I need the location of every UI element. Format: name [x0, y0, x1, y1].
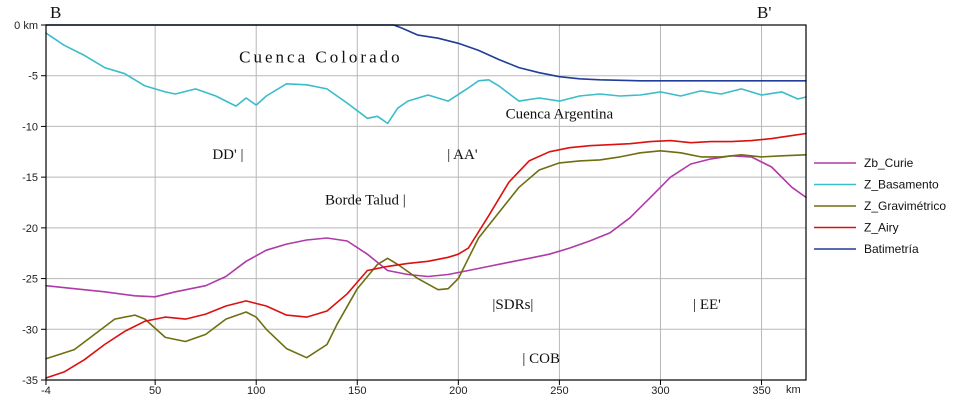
- y-tick-label: 0 km: [14, 20, 38, 32]
- y-tick-label: -15: [22, 172, 38, 184]
- annotation-label: Borde Talud |: [325, 193, 406, 209]
- legend-label: Z_Gravimétrico: [864, 199, 946, 213]
- legend-label: Z_Airy: [864, 221, 899, 235]
- annotation-label: | EE': [693, 297, 721, 313]
- corner-label-right: B': [757, 3, 771, 22]
- grid: [46, 25, 806, 380]
- y-tick-label: -30: [22, 324, 38, 336]
- y-tick-label: -20: [22, 223, 38, 235]
- x-tick-label: 50: [149, 385, 161, 397]
- x-axis-label: km: [786, 384, 801, 396]
- series-lines: [45, 24, 807, 379]
- y-tick-label: -35: [22, 375, 38, 387]
- x-tick-label: 250: [550, 385, 568, 397]
- annotation-label: Cuenca Colorado: [239, 48, 403, 67]
- legend-label: Z_Basamento: [864, 178, 939, 192]
- x-tick-label: 150: [348, 385, 366, 397]
- corner-label-left: B: [50, 3, 61, 22]
- x-tick-label: 300: [651, 385, 669, 397]
- annotation-label: | AA': [447, 147, 478, 163]
- series-line: [45, 32, 807, 125]
- annotations: Cuenca Colorado Cuenca Argentina DD' | | AA…: [212, 48, 721, 367]
- x-tick-label: 100: [247, 385, 265, 397]
- plot-frame: [45, 24, 807, 381]
- y-tick-label: -10: [22, 121, 38, 133]
- series-line: [45, 155, 807, 298]
- axis-ticks: -4 50 100 150 200 250 300 350 0 km -5 -10 -15 -20 -25…: [14, 20, 771, 397]
- annotation-label: | COB: [522, 351, 560, 367]
- y-tick-label: -5: [28, 71, 38, 83]
- annotation-label: |SDRs|: [492, 297, 533, 313]
- legend: Zb_Curie Z_Basamento Z_Gravimétrico Z_Airy B…: [814, 156, 946, 256]
- annotation-label: DD' |: [212, 147, 243, 163]
- series-line: [45, 150, 807, 360]
- x-tick-label: 200: [449, 385, 467, 397]
- y-tick-label: -25: [22, 274, 38, 286]
- annotation-label: Cuenca Argentina: [506, 106, 614, 122]
- legend-label: Batimetría: [864, 242, 919, 256]
- series-line: [45, 132, 807, 379]
- x-tick-label: -4: [41, 385, 51, 397]
- x-tick-label: 350: [752, 385, 770, 397]
- legend-label: Zb_Curie: [864, 156, 914, 170]
